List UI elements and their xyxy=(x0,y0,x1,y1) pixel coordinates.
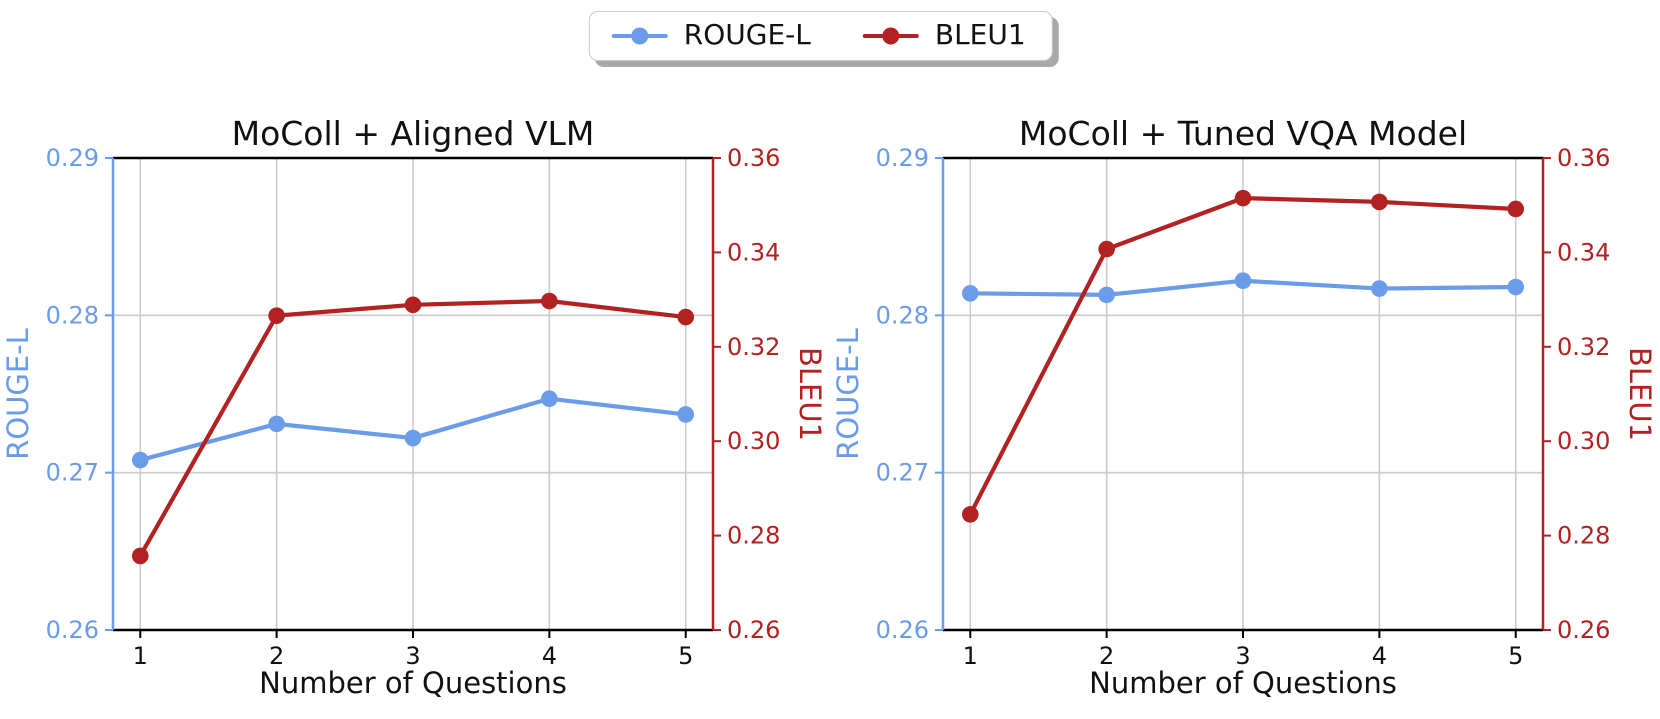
right-tick-label: 0.32 xyxy=(727,333,780,361)
rouge-l-line-sample xyxy=(611,27,668,45)
rouge-l-marker-icon xyxy=(631,27,649,45)
data-point-rouge-l-x4 xyxy=(541,390,558,408)
legend-label-bleu1: BLEU1 xyxy=(934,18,1026,51)
data-point-bleu1-x3 xyxy=(404,296,422,314)
right-tick-label: 0.28 xyxy=(727,522,780,550)
x-tick-label: 2 xyxy=(269,642,284,670)
legend: ROUGE-L BLEU1 xyxy=(588,11,1053,61)
x-axis-label: Number of Questions xyxy=(259,666,567,700)
right-tick-label: 0.26 xyxy=(1557,616,1610,644)
data-point-rouge-l-x5 xyxy=(1507,278,1525,296)
data-point-bleu1-x2 xyxy=(268,307,285,324)
right-tick-label: 0.28 xyxy=(1557,522,1610,550)
chart-title: MoColl + Tuned VQA Model xyxy=(1019,114,1467,153)
chart-aligned-vlm: 0.26 0.27 0.28 0.29 0.26 0.28 0.30 0.32 0.34 0.36… xyxy=(1,114,827,700)
legend-item-bleu1: BLEU1 xyxy=(862,18,1026,51)
data-point-bleu1-x5 xyxy=(677,308,695,326)
right-tick-label: 0.36 xyxy=(727,144,780,172)
left-axis-label: ROUGE-L xyxy=(1,328,35,460)
left-tick-label: 0.29 xyxy=(46,144,99,172)
right-tick-label: 0.26 xyxy=(727,616,780,644)
right-axis-label: BLEU1 xyxy=(1623,347,1657,441)
data-point-bleu1-x4 xyxy=(541,292,558,310)
data-point-rouge-l-x1 xyxy=(961,285,979,302)
x-tick-label: 3 xyxy=(1235,642,1250,670)
left-tick-label: 0.28 xyxy=(46,301,99,329)
chart-title: MoColl + Aligned VLM xyxy=(232,114,595,153)
x-tick-label: 5 xyxy=(1508,642,1523,670)
data-point-rouge-l-x5 xyxy=(677,406,695,423)
x-tick-label: 4 xyxy=(1372,642,1387,670)
x-axis-label: Number of Questions xyxy=(1089,666,1397,700)
chart-tuned-vqa: 0.26 0.27 0.28 0.29 0.26 0.28 0.30 0.32 0.34 0.36… xyxy=(831,114,1657,700)
data-point-bleu1-x1 xyxy=(131,547,149,565)
left-tick-label: 0.29 xyxy=(876,144,929,172)
legend-item-rouge-l: ROUGE-L xyxy=(611,18,811,51)
bleu1-line-sample xyxy=(862,27,919,45)
right-tick-label: 0.32 xyxy=(1557,333,1610,361)
data-point-rouge-l-x4 xyxy=(1371,280,1388,297)
right-axis-label: BLEU1 xyxy=(793,347,827,441)
data-point-rouge-l-x1 xyxy=(131,451,149,469)
left-axis-label: ROUGE-L xyxy=(831,328,865,460)
right-tick-label: 0.30 xyxy=(1557,427,1610,455)
x-tick-label: 5 xyxy=(678,642,693,670)
x-tick-label: 4 xyxy=(542,642,557,670)
legend-label-rouge-l: ROUGE-L xyxy=(683,18,811,51)
right-tick-label: 0.34 xyxy=(727,238,780,266)
data-point-rouge-l-x3 xyxy=(404,429,422,447)
left-tick-label: 0.27 xyxy=(876,459,929,487)
data-point-bleu1-x5 xyxy=(1507,200,1525,218)
x-tick-label: 2 xyxy=(1099,642,1114,670)
data-point-bleu1-x1 xyxy=(961,506,979,523)
left-tick-label: 0.26 xyxy=(876,616,929,644)
left-tick-label: 0.26 xyxy=(46,616,99,644)
left-tick-label: 0.27 xyxy=(46,459,99,487)
data-point-rouge-l-x2 xyxy=(1098,286,1115,304)
x-tick-label: 1 xyxy=(963,642,978,670)
data-point-bleu1-x3 xyxy=(1234,189,1252,207)
bleu1-marker-icon xyxy=(882,27,900,45)
x-tick-label: 1 xyxy=(133,642,148,670)
right-tick-label: 0.34 xyxy=(1557,238,1610,266)
data-point-bleu1-x4 xyxy=(1371,193,1388,211)
left-tick-label: 0.28 xyxy=(876,301,929,329)
right-tick-label: 0.36 xyxy=(1557,144,1610,172)
right-tick-label: 0.30 xyxy=(727,427,780,455)
x-tick-label: 3 xyxy=(405,642,420,670)
data-point-rouge-l-x3 xyxy=(1234,272,1252,290)
data-point-rouge-l-x2 xyxy=(268,415,285,433)
data-point-bleu1-x2 xyxy=(1098,240,1115,258)
